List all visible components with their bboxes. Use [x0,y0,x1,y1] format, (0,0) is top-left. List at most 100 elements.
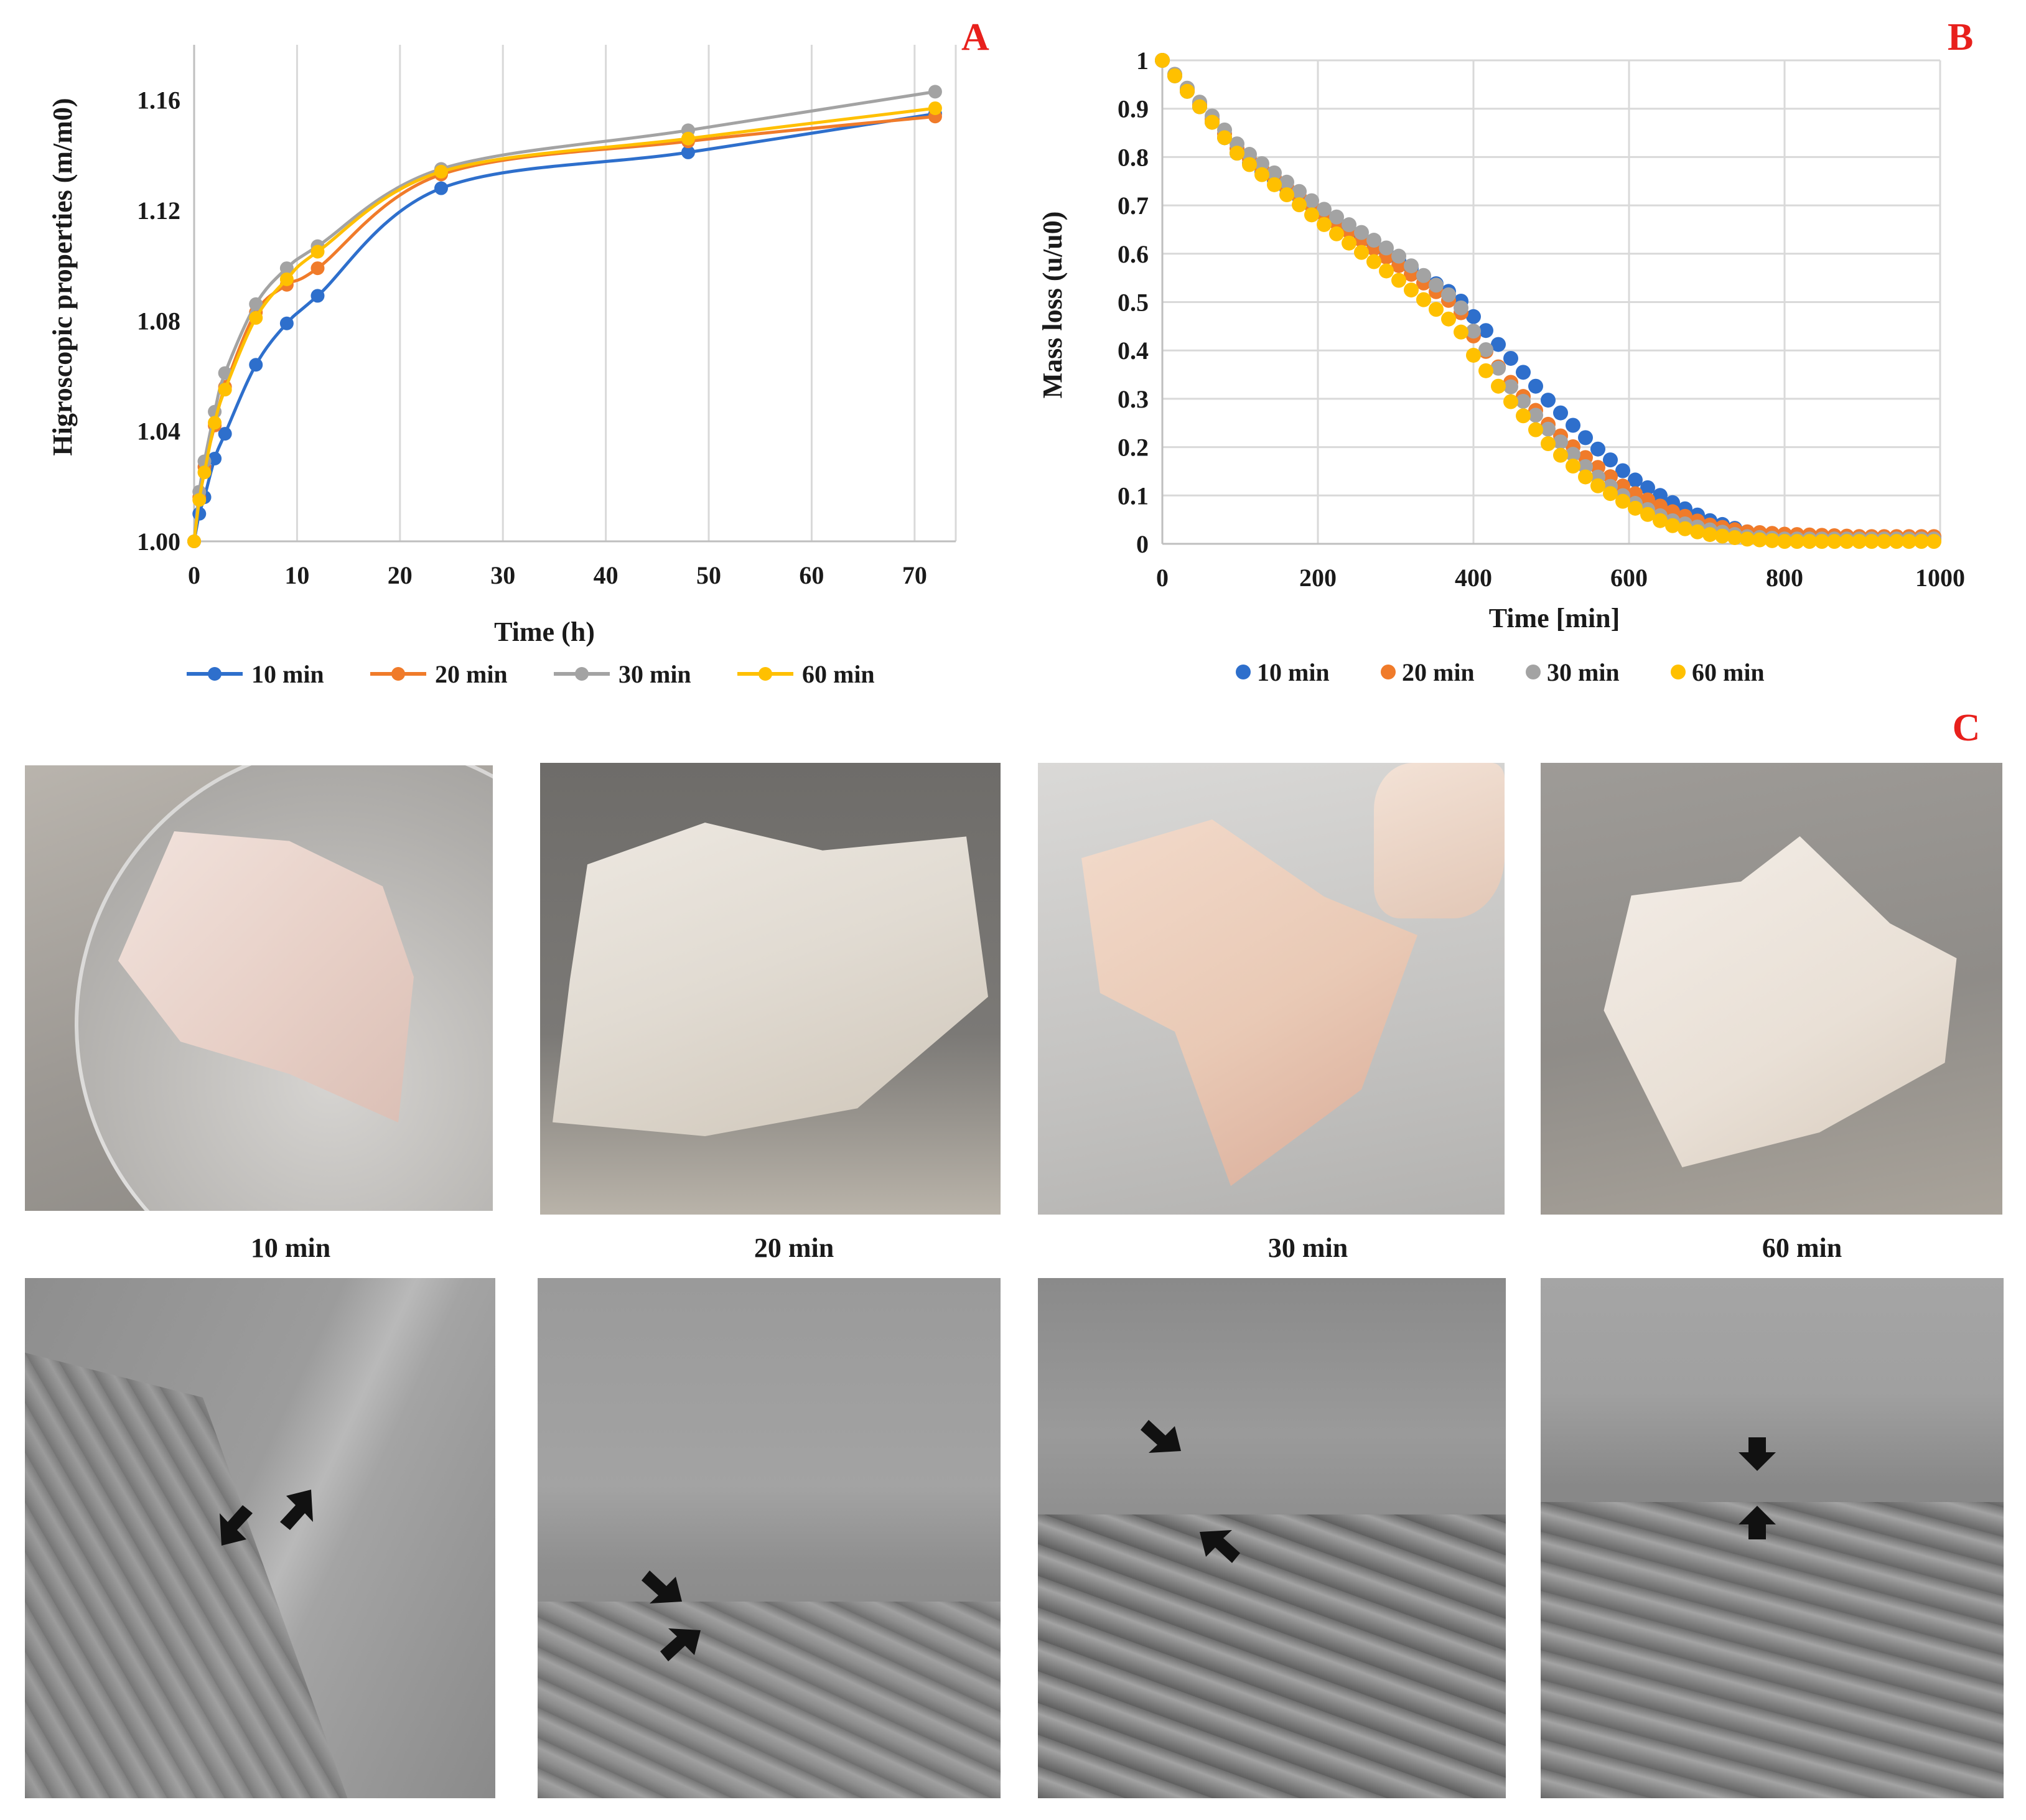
meat-sample [553,823,988,1136]
data-point [1678,521,1692,536]
caption-30-min: 30 min [1267,1233,1348,1263]
data-point [1391,273,1406,288]
data-point [928,101,942,115]
data-point [1827,534,1842,549]
y-tick-label: 0.9 [1118,95,1149,123]
caption-10-min: 10 min [250,1233,331,1263]
photo-10-min [25,765,493,1211]
arrow-pair [220,1490,313,1546]
data-point [1329,226,1344,241]
data-point [1379,263,1394,279]
data-point [1354,225,1369,240]
legend-marker [1671,665,1686,679]
x-tick-label: 60 [799,561,824,589]
arrow-icon [1739,1506,1776,1539]
series-60-min [1155,53,1941,549]
legend-item: 60 min [1671,658,1765,686]
data-point [1590,441,1605,457]
legend-label: 10 min [1257,658,1330,686]
data-point [1429,278,1444,293]
y-tick-label: 0.4 [1118,337,1149,365]
x-tick-label: 800 [1766,564,1803,592]
data-point [1391,248,1406,264]
data-point [434,164,448,179]
sem-surface-texture [538,1602,1001,1798]
y-tick-label: 1.08 [137,307,180,335]
data-point [1727,530,1742,546]
legend-label: 30 min [619,660,691,688]
data-point [1628,500,1643,516]
data-point [1541,436,1556,452]
data-point [1478,363,1493,378]
data-point [1192,99,1207,114]
data-point [1317,217,1332,232]
photo-30-min [1038,763,1505,1215]
data-point [1342,217,1356,233]
data-point [1839,534,1854,549]
legend-marker [1236,665,1251,679]
data-point [187,534,201,548]
series-line [192,114,936,542]
data-point [1292,184,1307,199]
panel-c-letter-holder: C [1953,707,1981,749]
arrow-icon [660,1628,701,1661]
legend-item: 60 min [737,660,875,688]
x-tick-label: 70 [902,561,927,589]
sem-surface-texture [1541,1502,2004,1798]
panel-letter-b: B [1948,16,1973,58]
data-point [1902,534,1916,549]
data-point [1254,156,1269,171]
data-point [1516,393,1531,409]
data-point [1205,114,1220,130]
data-point [1503,394,1518,409]
arrow-pair [1739,1437,1776,1539]
legend-label: 60 min [802,660,875,688]
data-point [1802,534,1817,549]
data-point [1242,147,1257,162]
series-10-min [1155,53,1941,547]
data-point [279,261,294,276]
data-point [310,289,325,303]
data-point [1790,534,1804,549]
data-point [1217,130,1232,146]
x-axis-title-b: Time [min] [1489,603,1620,633]
data-point [1653,513,1668,528]
data-point [1752,532,1767,548]
data-point [1279,187,1294,203]
data-point [1454,324,1468,340]
data-point [1566,459,1580,474]
y-tick-label: 1.16 [137,86,180,114]
data-point [249,358,263,372]
arrow-icon [1739,1437,1776,1471]
legend-item: 20 min [1381,658,1475,686]
legend-marker [575,667,589,681]
data-point [1640,480,1655,495]
panel-letter-c: C [1953,707,1981,749]
series-line [192,112,936,542]
series-20-min [1155,53,1941,544]
data-point [928,85,942,99]
data-point [218,383,232,397]
data-point [279,316,294,330]
x-tick-label: 30 [490,561,515,589]
legend-item: 20 min [370,660,508,688]
legend-item: 10 min [187,660,324,688]
y-tick-label: 0.8 [1118,143,1149,171]
legend-marker [1381,665,1396,679]
data-point [1429,302,1444,317]
data-point [1640,506,1655,522]
data-point [1366,254,1381,269]
data-point [1304,207,1319,223]
y-tick-label: 1.04 [137,418,180,446]
y-tick-label: 0.6 [1118,240,1149,268]
data-point [1877,534,1892,549]
meat-sample-secondary [1374,763,1505,918]
data-point [1740,531,1755,547]
legend-label: 10 min [251,660,324,688]
legend-label: 60 min [1692,658,1765,686]
data-point [1279,174,1294,190]
photo-60-min [1541,763,2002,1215]
data-point [1342,235,1356,251]
data-point [1466,324,1481,339]
data-point [1441,287,1456,302]
